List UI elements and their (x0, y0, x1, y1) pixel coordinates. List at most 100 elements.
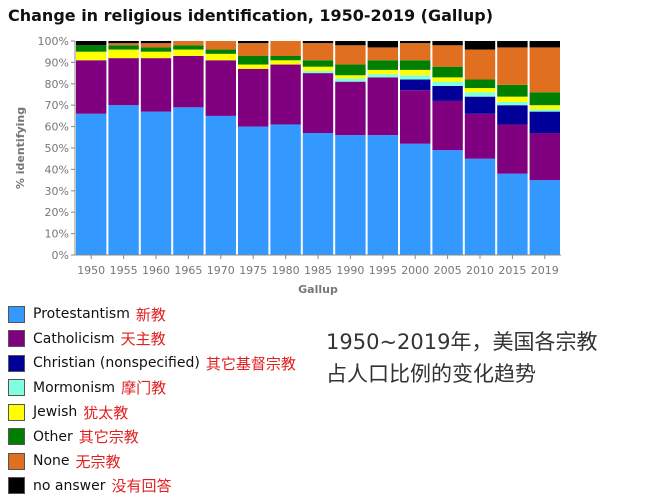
legend-swatch (8, 428, 25, 446)
x-tick-label: 1985 (304, 264, 332, 277)
legend-label: Christian (nonspecified) (33, 355, 200, 372)
bar-segment-protestantism-1985 (302, 133, 334, 255)
bar-segment-mormonism-2019 (529, 109, 560, 112)
bar-segment-mormonism-2005 (432, 81, 463, 86)
y-tick-label: 80% (45, 78, 69, 91)
bar-segment-catholicism-1955 (108, 58, 139, 106)
bar-segment-other-2015 (497, 84, 528, 97)
bar-segment-none-1965 (173, 41, 204, 46)
bar-segment-protestantism-2005 (432, 150, 463, 255)
bar-segment-no-answer-1955 (108, 41, 139, 44)
bar-segment-jewish-1995 (367, 69, 398, 75)
y-tick-label: 0% (52, 249, 69, 262)
bar-segment-none-1985 (302, 43, 334, 61)
bar-segment-jewish-2010 (464, 88, 496, 93)
legend-label: Catholicism (33, 330, 115, 347)
legend-label: Mormonism (33, 379, 116, 396)
legend-label: Jewish (33, 404, 78, 421)
bar-segment-other-1955 (108, 45, 139, 50)
bar-segment-other-1975 (238, 55, 269, 65)
x-axis-label: Gallup (298, 283, 338, 296)
legend-item: no answer 没有回答 (8, 474, 296, 499)
bar-segment-mormonism-1995 (367, 74, 398, 78)
bar-segment-other-2000 (400, 60, 431, 70)
bar-segment-jewish-1975 (238, 64, 269, 69)
bar-segment-other-1995 (367, 60, 398, 70)
x-tick-label: 1975 (239, 264, 267, 277)
bar-segment-no-answer-1960 (140, 41, 172, 44)
bar-segment-catholicism-2000 (400, 90, 431, 144)
bar-segment-other-1990 (335, 64, 366, 76)
bar-segment-protestantism-1960 (140, 111, 172, 256)
y-tick-label: 10% (45, 228, 69, 241)
bar-segment-jewish-1970 (205, 53, 236, 61)
x-tick-label: 2005 (434, 264, 462, 277)
x-tick-label: 1955 (110, 264, 138, 277)
bar-segment-protestantism-1980 (270, 124, 301, 256)
legend-label: Other (33, 428, 73, 445)
bar-segment-none-2015 (497, 47, 528, 85)
y-tick-label: 70% (45, 99, 69, 112)
bar-segment-other-2010 (464, 79, 496, 89)
bar-segment-protestantism-1965 (173, 107, 204, 255)
bar-segment-protestantism-1990 (335, 135, 366, 255)
annotation-line-2: 占人口比例的变化趋势 (326, 362, 536, 386)
legend-item: Protestantism 新教 (8, 302, 296, 327)
legend-label: no answer (33, 477, 106, 494)
bar-segment-jewish-1955 (108, 49, 139, 59)
legend-label-cn: 犹太教 (83, 403, 129, 422)
legend-label: None (33, 453, 70, 470)
bar-segment-jewish-2015 (497, 96, 528, 102)
annotation: 1950~2019年，美国各宗教 占人口比例的变化趋势 (326, 326, 597, 390)
bar-segment-jewish-1950 (76, 51, 107, 61)
legend-item: Jewish 犹太教 (8, 400, 296, 425)
bar-segment-catholicism-2005 (432, 100, 463, 151)
bar-segment-other-2019 (529, 92, 560, 106)
bar-segment-jewish-2019 (529, 105, 560, 110)
bar-segment-other-1985 (302, 60, 334, 67)
bar-segment-jewish-1960 (140, 51, 172, 59)
bar-segment-mormonism-2015 (497, 101, 528, 106)
bar-segment-other-1950 (76, 45, 107, 52)
bar-segment-no-answer-2015 (497, 41, 528, 48)
bar-segment-christian-nonspecified--2010 (464, 96, 496, 114)
bar-segment-no-answer-2019 (529, 41, 560, 48)
bar-segment-other-1965 (173, 45, 204, 50)
legend-item: None 无宗教 (8, 449, 296, 474)
bar-segment-catholicism-1990 (335, 81, 366, 136)
x-tick-label: 2010 (466, 264, 494, 277)
bar-segment-catholicism-1950 (76, 60, 107, 114)
legend-label-cn: 无宗教 (75, 452, 121, 471)
bar-segment-other-1970 (205, 49, 236, 54)
bar-segment-no-answer-2000 (400, 41, 431, 44)
bar-segment-catholicism-2015 (497, 124, 528, 174)
legend-item: Other 其它宗教 (8, 425, 296, 450)
y-tick-label: 100% (38, 35, 69, 48)
bar-segment-none-1975 (238, 43, 269, 56)
bar-segment-catholicism-2019 (529, 133, 560, 181)
bar-segment-catholicism-1995 (367, 77, 398, 136)
x-tick-label: 2019 (531, 264, 559, 277)
legend-swatch (8, 305, 25, 323)
y-tick-label: 40% (45, 163, 69, 176)
legend-swatch (8, 403, 25, 421)
y-tick-label: 30% (45, 185, 69, 198)
bar-segment-other-2005 (432, 66, 463, 78)
legend-label-cn: 没有回答 (111, 477, 172, 496)
bar-segment-mormonism-2000 (400, 75, 431, 80)
legend-label: Protestantism (33, 306, 130, 323)
bar-segment-none-2000 (400, 43, 431, 61)
bar-segment-no-answer-1995 (367, 41, 398, 48)
legend-label-cn: 摩门教 (121, 379, 167, 398)
y-axis-label: % identifying (14, 107, 27, 189)
legend-label-cn: 其它基督宗教 (205, 354, 296, 373)
bar-segment-protestantism-1975 (238, 126, 269, 255)
bar-segment-none-1995 (367, 47, 398, 61)
bar-segment-christian-nonspecified--2019 (529, 111, 560, 134)
bar-segment-jewish-2000 (400, 69, 431, 76)
bar-segment-other-1960 (140, 47, 172, 52)
legend-label-cn: 新教 (135, 305, 166, 324)
bar-segment-protestantism-1995 (367, 135, 398, 255)
bar-segment-catholicism-1970 (205, 60, 236, 116)
legend-label-cn: 天主教 (120, 330, 166, 349)
